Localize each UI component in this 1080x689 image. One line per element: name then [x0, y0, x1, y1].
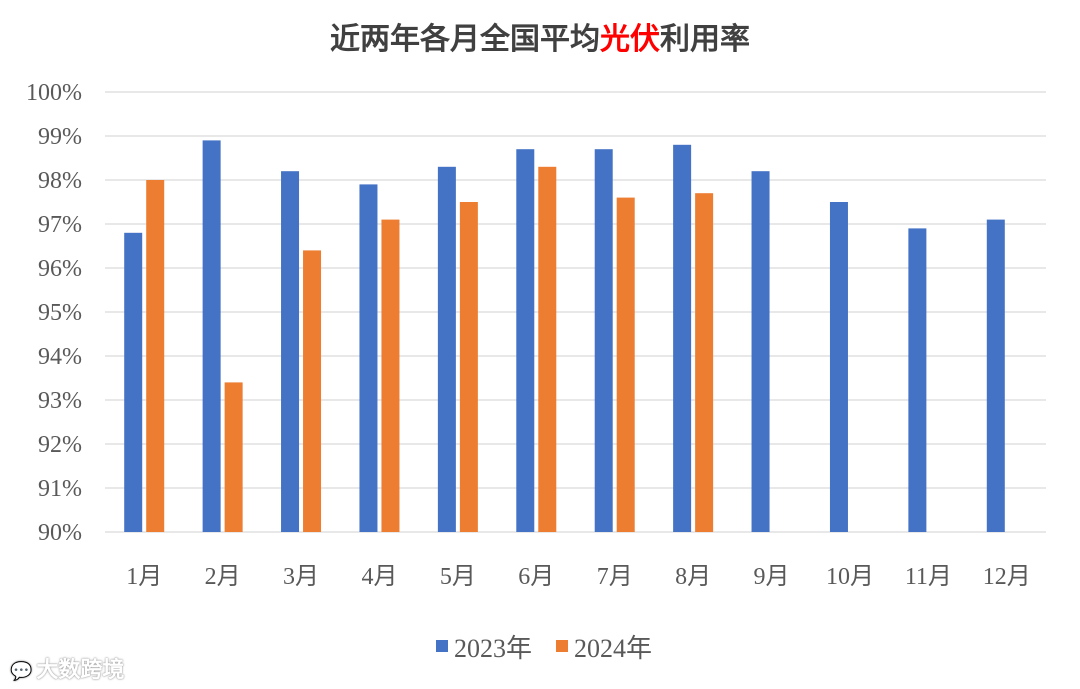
x-tick-label: 12月 [983, 564, 1031, 590]
bar-2023年-7月 [594, 149, 613, 532]
bar-2024年-1月 [146, 180, 165, 532]
legend: 2023年 2024年 [436, 634, 652, 663]
y-tick-label: 93% [38, 388, 82, 414]
y-tick-label: 98% [38, 168, 82, 194]
bar-2023年-1月 [124, 232, 143, 533]
x-tick-label: 3月 [283, 564, 319, 590]
y-tick-label: 100% [26, 80, 82, 106]
y-axis-ticks: 90% 91% 92% 93% 94% 95% 96% 97% 98% 99% 100% [26, 80, 82, 546]
chat-bubble-icon: 💬 [10, 661, 33, 682]
x-tick-label: 6月 [518, 564, 554, 590]
x-tick-label: 8月 [675, 564, 711, 590]
bar-2023年-6月 [516, 149, 535, 532]
bar-2024年-6月 [538, 166, 557, 533]
legend-label: 2024年 [574, 634, 652, 663]
y-tick-label: 91% [38, 476, 82, 502]
x-tick-label: 10月 [826, 564, 874, 590]
y-tick-label: 97% [38, 212, 82, 238]
watermark: 💬 大数跨境 [10, 652, 124, 684]
legend-swatch [436, 640, 448, 652]
watermark-text: 大数跨境 [36, 658, 125, 683]
x-tick-label: 2月 [205, 564, 241, 590]
bar-2023年-4月 [359, 184, 378, 532]
bar-2023年-10月 [829, 202, 848, 532]
bar-2023年-8月 [673, 144, 692, 533]
bar-2024年-5月 [459, 202, 478, 532]
legend-swatch [556, 640, 568, 652]
gridlines [105, 91, 1046, 533]
y-tick-label: 95% [38, 300, 82, 326]
title-part1: 近两年各月全国平均 [330, 22, 600, 57]
chart-title: 近两年各月全国平均光伏利用率 [0, 14, 1080, 58]
bar-2023年-9月 [751, 171, 770, 532]
bar-2023年-5月 [437, 166, 456, 533]
title-highlight: 光伏 [600, 22, 660, 57]
y-tick-label: 94% [38, 344, 82, 370]
x-tick-label: 9月 [754, 564, 790, 590]
y-tick-label: 99% [38, 124, 82, 150]
bar-2024年-2月 [224, 382, 243, 532]
bar-2023年-12月 [986, 219, 1005, 532]
x-tick-label: 7月 [597, 564, 633, 590]
bar-2024年-7月 [616, 197, 635, 532]
legend-label: 2023年 [454, 634, 532, 663]
title-part2: 利用率 [660, 22, 750, 57]
y-tick-label: 90% [38, 520, 82, 546]
y-tick-label: 92% [38, 432, 82, 458]
x-axis-ticks: 1月 2月 3月 4月 5月 6月 7月 8月 9月 10月 11月 12月 [126, 564, 1031, 590]
bar-2024年-3月 [303, 250, 322, 532]
x-tick-label: 1月 [126, 564, 162, 590]
x-tick-label: 5月 [440, 564, 476, 590]
x-tick-label: 4月 [361, 564, 397, 590]
x-tick-label: 11月 [905, 564, 952, 590]
bar-2023年-11月 [908, 228, 927, 532]
bar-2023年-3月 [281, 171, 300, 532]
bars [124, 140, 1005, 533]
y-tick-label: 96% [38, 256, 82, 282]
bar-2024年-4月 [381, 219, 400, 532]
bar-2023年-2月 [202, 140, 221, 532]
bar-2024年-8月 [695, 193, 714, 532]
